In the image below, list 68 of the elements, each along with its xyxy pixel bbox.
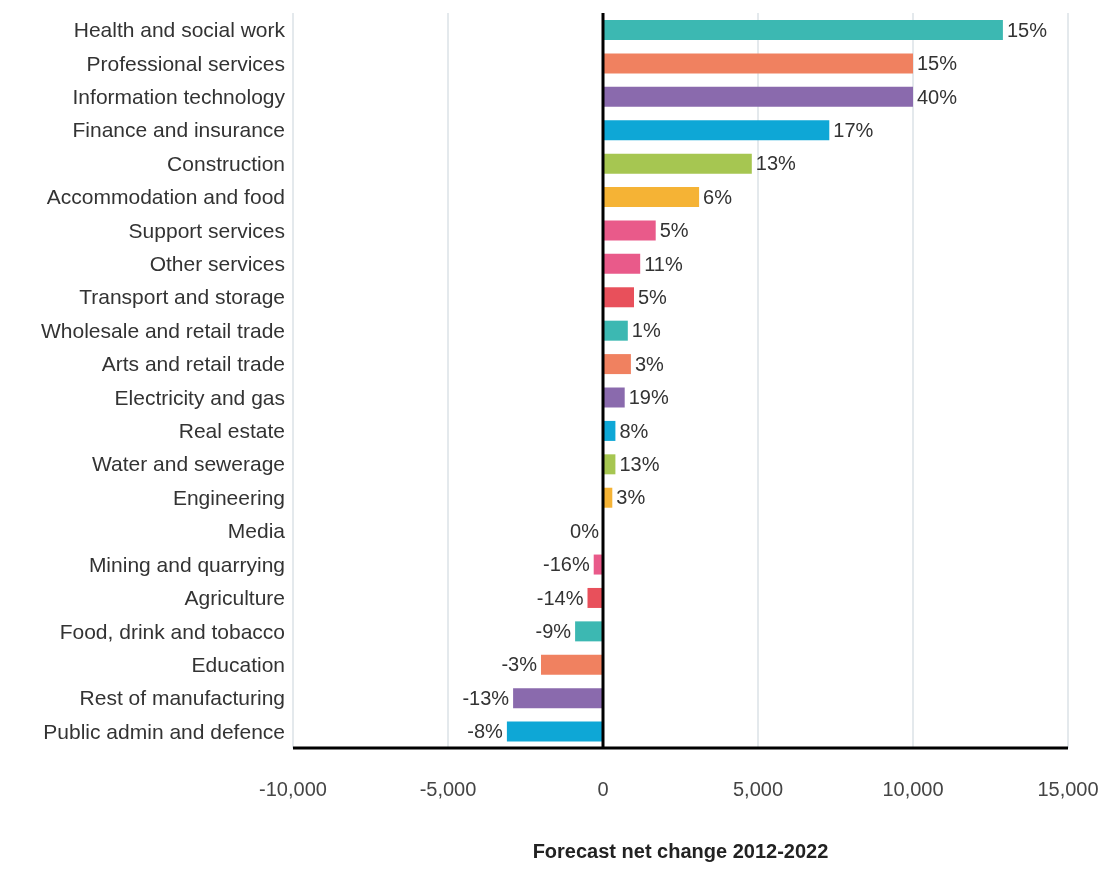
annotation: 11% [644, 252, 683, 275]
annotation: 15% [917, 52, 958, 75]
bar [603, 220, 656, 241]
x-tick-label: 0 [597, 778, 609, 801]
x-tick-label: 10,000 [882, 778, 944, 801]
y-tick-label: Finance and insurance [72, 118, 285, 142]
y-tick-label: Education [191, 652, 285, 676]
annotation: 0% [570, 519, 600, 542]
bar [603, 287, 634, 308]
bar [603, 387, 625, 408]
y-tick-label: Engineering [172, 485, 285, 509]
y-tick-label: Health and social work [73, 18, 286, 42]
bar [587, 587, 603, 608]
annotation: -16% [543, 553, 590, 576]
x-tick-label: -5,000 [419, 778, 477, 801]
y-tick-label: Food, drink and tobacco [59, 619, 285, 643]
bar [603, 253, 641, 274]
y-tick-label: Water and sewerage [92, 452, 285, 476]
annotation: 5% [638, 285, 668, 308]
x-tick-label: 5,000 [732, 778, 784, 801]
y-tick-label: Other services [149, 252, 285, 276]
annotation: 19% [628, 386, 669, 409]
bar [603, 20, 1003, 40]
y-tick-label: Construction [167, 151, 285, 175]
annotation: -8% [467, 720, 504, 743]
y-tick-label: Agriculture [184, 586, 285, 610]
bar [603, 86, 913, 107]
bar [541, 654, 603, 675]
bar [603, 53, 913, 74]
y-tick-label: Rest of manufacturing [79, 686, 285, 710]
annotation: 40% [917, 85, 958, 108]
y-tick-label: Media [227, 519, 286, 543]
y-tick-label: Support services [128, 218, 285, 242]
bar [506, 721, 603, 742]
annotation: -13% [462, 686, 510, 709]
annotation: 15% [1006, 18, 1048, 41]
annotation: 1% [631, 319, 661, 342]
y-tick-label: Arts and retail trade [101, 352, 285, 376]
y-tick-label: Accommodation and food [46, 185, 285, 209]
y-tick-label: Information technology [72, 84, 286, 108]
bar [513, 688, 603, 709]
bar [603, 153, 752, 174]
bar [603, 187, 700, 208]
annotation: 13% [755, 152, 797, 175]
y-tick-label: Wholesale and retail trade [41, 318, 285, 342]
bar [603, 120, 830, 141]
y-tick-label: Electricity and gas [114, 385, 285, 409]
annotation: -3% [501, 653, 538, 676]
bar [603, 354, 631, 375]
x-axis-title: Forecast net change 2012-2022 [532, 840, 829, 862]
annotation: 3% [634, 352, 665, 375]
y-tick-label: Transport and storage [79, 285, 285, 309]
annotation: 5% [659, 219, 689, 242]
x-tick-label: -10,000 [259, 778, 327, 801]
y-tick-label: Real estate [178, 419, 285, 443]
bar [575, 621, 603, 642]
annotation: 8% [619, 419, 649, 442]
annotation: -9% [535, 620, 572, 643]
y-tick-label: Mining and quarrying [88, 552, 285, 576]
y-tick-label: Public admin and defence [43, 719, 285, 743]
annotation: 17% [833, 118, 874, 141]
annotation: 13% [619, 453, 660, 476]
annotation: 3% [616, 486, 646, 509]
x-tick-label: 15,000 [1037, 778, 1099, 801]
y-tick-label: Professional services [86, 51, 285, 75]
annotation: -14% [536, 586, 584, 609]
annotation: 6% [703, 185, 733, 208]
bar [603, 320, 628, 341]
